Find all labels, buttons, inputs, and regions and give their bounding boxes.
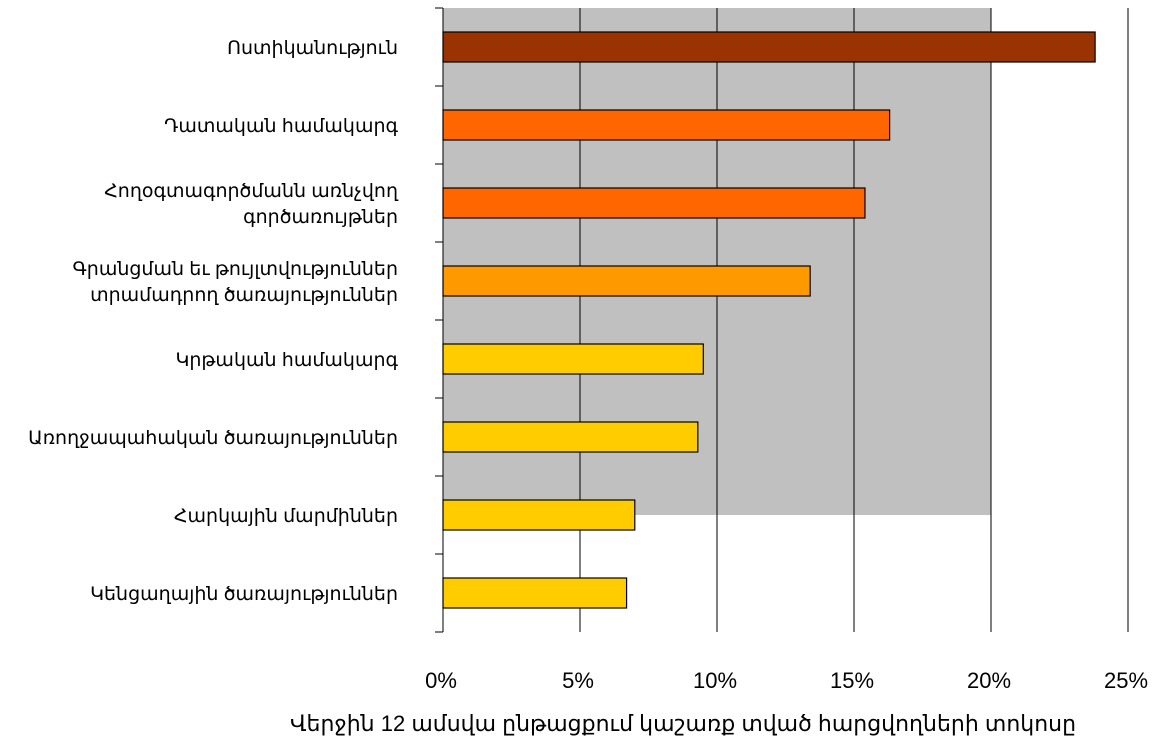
category-label-3: Հողօգտագործմանն առնչվող գործառույթներ — [104, 181, 399, 228]
x-tick-label-15: 15% — [830, 668, 874, 693]
x-tick-label-10: 10% — [693, 668, 737, 693]
category-label-1: Ոստիկանություն — [227, 38, 398, 59]
x-tick-label-0: 0% — [425, 668, 457, 693]
category-label-8: Կենցաղային ծառայություններ — [90, 584, 398, 605]
category-label-line: Հողօգտագործմանն առնչվող — [104, 181, 399, 202]
category-label-line: Առողջապահական ծառայություններ — [28, 428, 398, 449]
category-label-5: Կրթական համակարգ — [175, 350, 398, 371]
category-label-line: Կենցաղային ծառայություններ — [90, 584, 398, 605]
category-label-line: տրամադրող ծառայություններ — [90, 285, 398, 306]
x-tick-label-25: 25% — [1104, 668, 1148, 693]
bar-6 — [442, 421, 699, 453]
category-label-line: Գրանցման եւ թույլտվություններ — [72, 259, 398, 280]
bar-1 — [442, 31, 1096, 63]
bar-4 — [442, 265, 811, 297]
category-label-line: Ոստիկանություն — [227, 38, 398, 59]
x-axis-title: Վերջին 12 ամսվա ընթացքում կաշառք տված հա… — [290, 711, 1076, 736]
x-tick-label-5: 5% — [562, 668, 594, 693]
bar-5 — [442, 343, 704, 375]
category-label-line: Կրթական համակարգ — [175, 350, 398, 371]
category-label-6: Առողջապահական ծառայություններ — [28, 428, 398, 449]
bar-7 — [442, 499, 636, 531]
x-tick-label-20: 20% — [967, 668, 1011, 693]
category-label-2: Դատական համակարգ — [164, 116, 398, 137]
category-label-line: գործառույթներ — [243, 207, 398, 228]
category-label-line: Հարկային մարմիններ — [174, 506, 398, 527]
category-label-7: Հարկային մարմիններ — [174, 506, 398, 527]
category-label-line: Դատական համակարգ — [164, 116, 398, 137]
bar-2 — [442, 109, 891, 141]
bar-8 — [442, 577, 628, 609]
category-label-4: Գրանցման եւ թույլտվություններ տրամադրող ծ… — [72, 259, 398, 306]
bar-3 — [442, 187, 866, 219]
